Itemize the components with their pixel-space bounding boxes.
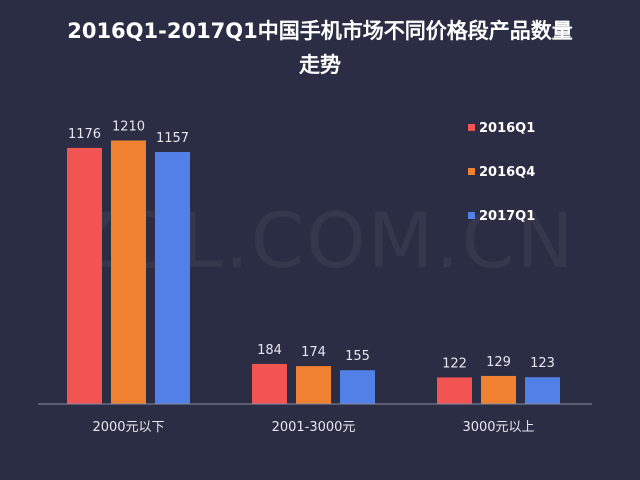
bar-2016Q4-1: [296, 366, 331, 404]
bar-2016Q1-1: [252, 363, 287, 404]
category-labels-layer: 2000元以下 2001-3000元 3000元以上: [92, 420, 534, 435]
bars-layer: [67, 140, 560, 405]
bar-2017Q1-1: [340, 370, 375, 404]
value-label-2016Q1-0: 1176: [68, 127, 101, 142]
legend: 2016Q1 2016Q4 2017Q1: [468, 121, 535, 224]
category-label-1: 2001-3000元: [272, 420, 356, 435]
value-labels-layer: 1176 1210 1157 184 174 155 122 129 123: [68, 119, 555, 371]
value-label-2016Q1-1: 184: [257, 343, 282, 358]
bar-2017Q1-2: [525, 377, 560, 404]
bar-2016Q1-2: [437, 377, 472, 404]
value-label-2016Q4-2: 129: [486, 355, 511, 370]
category-label-0: 2000元以下: [92, 420, 164, 435]
chart-title: 2016Q1-2017Q1中国手机市场不同价格段产品数量 走势: [67, 19, 573, 77]
legend-label-2017Q1: 2017Q1: [479, 209, 535, 224]
legend-label-2016Q1: 2016Q1: [479, 121, 535, 136]
bar-2016Q1-0: [67, 147, 102, 405]
legend-swatch-2016Q4: [468, 168, 475, 175]
value-label-2016Q1-2: 122: [442, 356, 467, 371]
value-label-2017Q1-0: 1157: [156, 131, 189, 146]
legend-swatch-2016Q1: [468, 124, 475, 131]
value-label-2016Q4-1: 174: [301, 345, 326, 360]
bar-2017Q1-0: [155, 152, 190, 404]
value-label-2016Q4-0: 1210: [112, 119, 145, 134]
watermark: ZOL.COM.CN: [64, 196, 576, 285]
value-label-2017Q1-1: 155: [345, 349, 370, 364]
legend-swatch-2017Q1: [468, 212, 475, 219]
bar-2016Q4-0: [111, 140, 146, 404]
legend-label-2016Q4: 2016Q4: [479, 165, 535, 180]
bar-2016Q4-2: [481, 375, 516, 404]
category-label-2: 3000元以上: [462, 420, 534, 435]
value-label-2017Q1-2: 123: [530, 356, 555, 371]
